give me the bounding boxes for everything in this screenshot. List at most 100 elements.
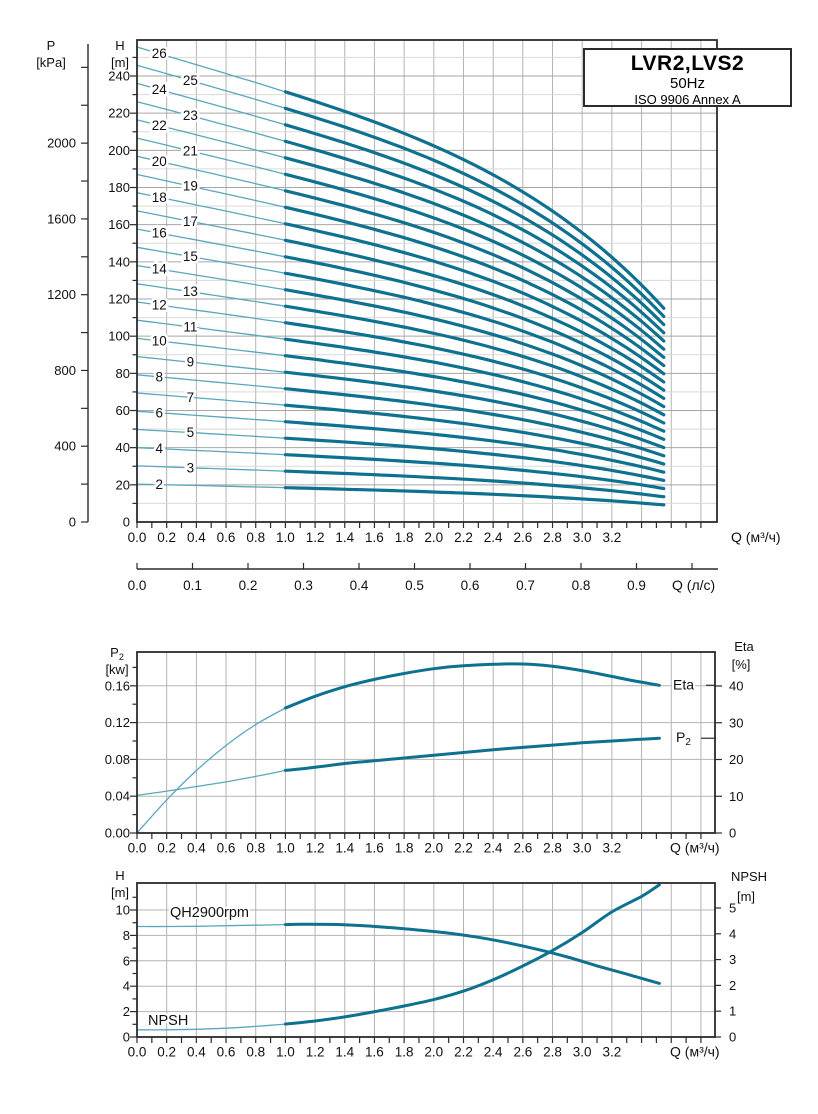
lps-tick-label: 0.4 bbox=[350, 578, 369, 593]
curve-thin-segment bbox=[136, 447, 287, 456]
h3-axis-name: H bbox=[115, 868, 124, 883]
lps-axis-title: Q (л/с) bbox=[672, 577, 715, 593]
eta-axis-name: Eta bbox=[734, 639, 754, 654]
curve-thin-segment bbox=[136, 392, 287, 406]
eta-tick-label: 30 bbox=[729, 715, 743, 730]
lps-tick-label: 0.7 bbox=[516, 578, 535, 593]
curve-thick-segment bbox=[283, 321, 666, 425]
curve-thin-segment bbox=[136, 137, 287, 175]
eta-series-label: Eta bbox=[673, 676, 694, 692]
q-tick-label: 3.2 bbox=[602, 841, 621, 856]
p-axis-unit: [kPa] bbox=[36, 55, 66, 70]
q-tick-label: 2.8 bbox=[543, 1045, 562, 1060]
q-tick-label: 0.2 bbox=[157, 1045, 176, 1060]
curve-thick-segment bbox=[283, 288, 666, 409]
q-tick-label: 3.2 bbox=[602, 1045, 621, 1060]
curve-label-24: 24 bbox=[152, 82, 168, 97]
main-curve-6 bbox=[136, 410, 666, 474]
mid-axes: 0.00 0.04 0.08 0.12 0.16 0 10 20 30 40 0.0 0.2 0.4 0.… bbox=[105, 639, 755, 856]
curve-thick-segment bbox=[283, 370, 666, 450]
h-tick-label: 60 bbox=[116, 403, 130, 418]
q-tick-label: 1.0 bbox=[276, 530, 295, 545]
curve-label-2: 2 bbox=[156, 477, 164, 492]
lps-axis: 0.0 0.1 0.2 0.3 0.4 0.5 0.6 0.7 0.8 0.9 Q (л/с) bbox=[128, 563, 718, 593]
q-tick-label: 1.4 bbox=[335, 530, 354, 545]
curve-label-23: 23 bbox=[183, 108, 198, 123]
p2-tick-label: 0.04 bbox=[105, 789, 130, 804]
qh-npsh-chart: 0 2 4 6 8 10 0 1 2 3 4 5 0.0 0.2 0.4 0.6 0.8 1.0 1.2 1.4 1.6… bbox=[111, 868, 767, 1060]
q-tick-label: 1.2 bbox=[306, 530, 325, 545]
p2-tick-label: 0.08 bbox=[105, 752, 130, 767]
q-tick-label: 2.4 bbox=[484, 1045, 503, 1060]
qh-series-label: QH2900rpm bbox=[170, 905, 249, 921]
main-curve-23 bbox=[136, 101, 666, 335]
npsh-tick-label: 3 bbox=[729, 952, 736, 967]
curve-label-7: 7 bbox=[187, 390, 195, 405]
p-tick-label: 1200 bbox=[47, 287, 76, 302]
q-tick-label: 0.8 bbox=[246, 1045, 265, 1060]
lps-tick-label: 0.2 bbox=[239, 578, 258, 593]
q-tick-label: 2.4 bbox=[484, 841, 503, 856]
q-tick-label: 1.6 bbox=[365, 1045, 384, 1060]
q-tick-label: 2.6 bbox=[513, 530, 532, 545]
lps-tick-label: 0.3 bbox=[294, 578, 313, 593]
curve-thick-segment bbox=[283, 106, 666, 319]
npsh-tick-label: 5 bbox=[729, 901, 736, 916]
q-tick-label: 2.0 bbox=[424, 530, 443, 545]
curve-label-13: 13 bbox=[183, 284, 198, 299]
q-tick-label: 2.8 bbox=[543, 841, 562, 856]
main-curve-9 bbox=[136, 355, 666, 450]
curve-thick-segment bbox=[283, 222, 666, 376]
npsh-series-label: NPSH bbox=[148, 1013, 188, 1029]
curve-thin-segment bbox=[136, 374, 287, 390]
p2-tick-label: 0.12 bbox=[105, 715, 130, 730]
title-box: LVR2,LVS2 50Hz ISO 9906 Annex A bbox=[583, 48, 792, 107]
h-tick-label: 10 bbox=[116, 903, 130, 918]
q-tick-label: 1.2 bbox=[306, 1045, 325, 1060]
h-tick-label: 0 bbox=[123, 1030, 130, 1045]
curve-thick-segment bbox=[283, 271, 666, 400]
bot-axes: 0 2 4 6 8 10 0 1 2 3 4 5 0.0 0.2 0.4 0.6 0.8 1.0 1.2 1.4 1.6… bbox=[111, 868, 767, 1060]
curve-label-12: 12 bbox=[152, 298, 167, 313]
mid-curves bbox=[136, 662, 661, 834]
curve-label-6: 6 bbox=[156, 405, 164, 420]
eta-tick-label: 40 bbox=[729, 679, 743, 694]
h-tick-label: 4 bbox=[123, 979, 130, 994]
h-tick-label: 240 bbox=[108, 69, 130, 84]
h-tick-label: 160 bbox=[108, 217, 130, 232]
main-curve-4 bbox=[136, 447, 666, 491]
series-thin-segment bbox=[136, 1023, 287, 1031]
curve-label-25: 25 bbox=[183, 73, 198, 88]
main-curve-labels: 2345678910111213141516171819202122232425… bbox=[149, 44, 200, 495]
p-tick-label: 0 bbox=[69, 515, 76, 530]
curve-thin-segment bbox=[136, 64, 287, 109]
main-curve-11 bbox=[136, 319, 666, 433]
series-npsh bbox=[136, 883, 661, 1031]
q-tick-label: 1.8 bbox=[395, 1045, 414, 1060]
curve-label-5: 5 bbox=[187, 425, 195, 440]
h-tick-label: 180 bbox=[108, 180, 130, 195]
curve-label-15: 15 bbox=[183, 249, 198, 264]
main-curve-22 bbox=[136, 119, 666, 343]
series-thin-segment bbox=[136, 923, 287, 928]
curve-thick-segment bbox=[283, 156, 666, 343]
standard-label: ISO 9906 Annex A bbox=[634, 92, 741, 107]
q-tick-label: 2.0 bbox=[424, 841, 443, 856]
npsh-tick-label: 4 bbox=[729, 926, 736, 941]
curve-thin-segment bbox=[136, 428, 287, 439]
q-tick-label: 2.6 bbox=[513, 1045, 532, 1060]
curve-thick-segment bbox=[283, 255, 666, 392]
curve-label-20: 20 bbox=[152, 154, 167, 169]
main-curve-2 bbox=[136, 483, 666, 507]
series-thin-segment bbox=[136, 769, 287, 796]
h-axis-name: H bbox=[115, 38, 124, 53]
curve-label-10: 10 bbox=[152, 333, 167, 348]
main-curve-25 bbox=[136, 64, 666, 319]
q-tick-label: 1.0 bbox=[276, 1045, 295, 1060]
pump-model: LVR2,LVS2 bbox=[630, 52, 745, 75]
curve-thick-segment bbox=[283, 354, 666, 441]
lps-tick-label: 0.6 bbox=[461, 578, 480, 593]
curve-thick-segment bbox=[283, 205, 666, 368]
curve-thick-segment bbox=[283, 238, 666, 384]
p-tick-label: 400 bbox=[54, 439, 76, 454]
